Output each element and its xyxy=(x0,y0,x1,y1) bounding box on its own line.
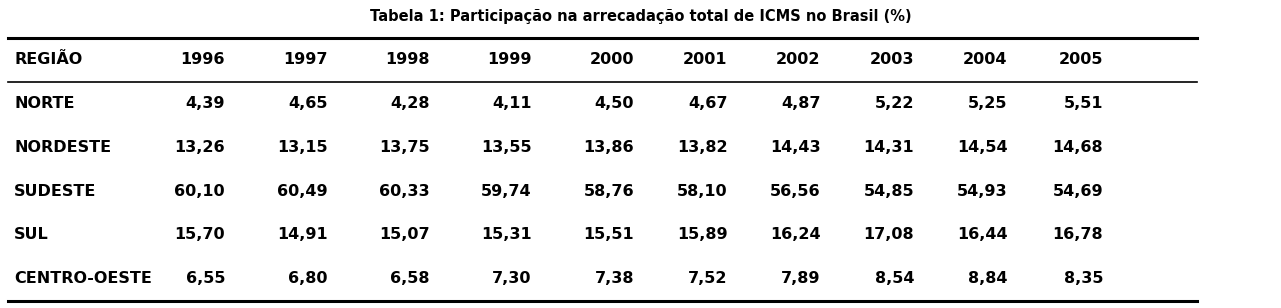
Text: 54,93: 54,93 xyxy=(957,184,1007,199)
Text: NORDESTE: NORDESTE xyxy=(14,140,111,155)
Text: 17,08: 17,08 xyxy=(863,227,915,242)
Text: 4,11: 4,11 xyxy=(492,96,532,111)
Text: 8,35: 8,35 xyxy=(1063,271,1103,286)
Text: 14,91: 14,91 xyxy=(277,227,328,242)
Text: 15,31: 15,31 xyxy=(482,227,532,242)
Text: 4,50: 4,50 xyxy=(594,96,634,111)
Text: CENTRO-OESTE: CENTRO-OESTE xyxy=(14,271,152,286)
Text: 13,55: 13,55 xyxy=(482,140,532,155)
Text: 2000: 2000 xyxy=(589,52,634,67)
Text: 8,54: 8,54 xyxy=(875,271,915,286)
Text: 2003: 2003 xyxy=(870,52,915,67)
Text: 1997: 1997 xyxy=(283,52,328,67)
Text: 1999: 1999 xyxy=(487,52,532,67)
Text: 58,76: 58,76 xyxy=(583,184,634,199)
Text: 15,07: 15,07 xyxy=(379,227,429,242)
Text: 6,58: 6,58 xyxy=(391,271,429,286)
Text: 13,82: 13,82 xyxy=(676,140,728,155)
Text: 13,86: 13,86 xyxy=(583,140,634,155)
Text: 1996: 1996 xyxy=(181,52,225,67)
Text: Tabela 1: Participação na arrecadação total de ICMS no Brasil (%): Tabela 1: Participação na arrecadação to… xyxy=(370,9,911,24)
Text: 60,33: 60,33 xyxy=(379,184,429,199)
Text: 13,75: 13,75 xyxy=(379,140,429,155)
Text: 14,68: 14,68 xyxy=(1053,140,1103,155)
Text: 16,44: 16,44 xyxy=(957,227,1007,242)
Text: 2004: 2004 xyxy=(963,52,1007,67)
Text: 15,70: 15,70 xyxy=(174,227,225,242)
Text: 14,31: 14,31 xyxy=(863,140,915,155)
Text: 5,51: 5,51 xyxy=(1063,96,1103,111)
Text: 60,10: 60,10 xyxy=(174,184,225,199)
Text: 15,51: 15,51 xyxy=(583,227,634,242)
Text: 5,25: 5,25 xyxy=(968,96,1007,111)
Text: 60,49: 60,49 xyxy=(277,184,328,199)
Text: 54,85: 54,85 xyxy=(863,184,915,199)
Text: 7,52: 7,52 xyxy=(688,271,728,286)
Text: 6,80: 6,80 xyxy=(288,271,328,286)
Text: 7,30: 7,30 xyxy=(492,271,532,286)
Text: NORTE: NORTE xyxy=(14,96,74,111)
Text: 4,87: 4,87 xyxy=(781,96,821,111)
Text: 2001: 2001 xyxy=(683,52,728,67)
Text: SUL: SUL xyxy=(14,227,49,242)
Text: 14,54: 14,54 xyxy=(957,140,1007,155)
Text: 56,56: 56,56 xyxy=(770,184,821,199)
Text: 13,15: 13,15 xyxy=(277,140,328,155)
Text: SUDESTE: SUDESTE xyxy=(14,184,96,199)
Text: 13,26: 13,26 xyxy=(174,140,225,155)
Text: 4,65: 4,65 xyxy=(288,96,328,111)
Text: 6,55: 6,55 xyxy=(186,271,225,286)
Text: 54,69: 54,69 xyxy=(1053,184,1103,199)
Text: 4,67: 4,67 xyxy=(688,96,728,111)
Text: 1998: 1998 xyxy=(386,52,429,67)
Text: REGIÃO: REGIÃO xyxy=(14,52,82,67)
Text: 16,78: 16,78 xyxy=(1053,227,1103,242)
Text: 5,22: 5,22 xyxy=(875,96,915,111)
Text: 59,74: 59,74 xyxy=(482,184,532,199)
Text: 4,28: 4,28 xyxy=(391,96,429,111)
Text: 2002: 2002 xyxy=(776,52,821,67)
Text: 8,84: 8,84 xyxy=(968,271,1007,286)
Text: 4,39: 4,39 xyxy=(186,96,225,111)
Text: 7,89: 7,89 xyxy=(781,271,821,286)
Text: 2005: 2005 xyxy=(1058,52,1103,67)
Text: 15,89: 15,89 xyxy=(676,227,728,242)
Text: 14,43: 14,43 xyxy=(770,140,821,155)
Text: 16,24: 16,24 xyxy=(770,227,821,242)
Text: 7,38: 7,38 xyxy=(594,271,634,286)
Text: 58,10: 58,10 xyxy=(676,184,728,199)
